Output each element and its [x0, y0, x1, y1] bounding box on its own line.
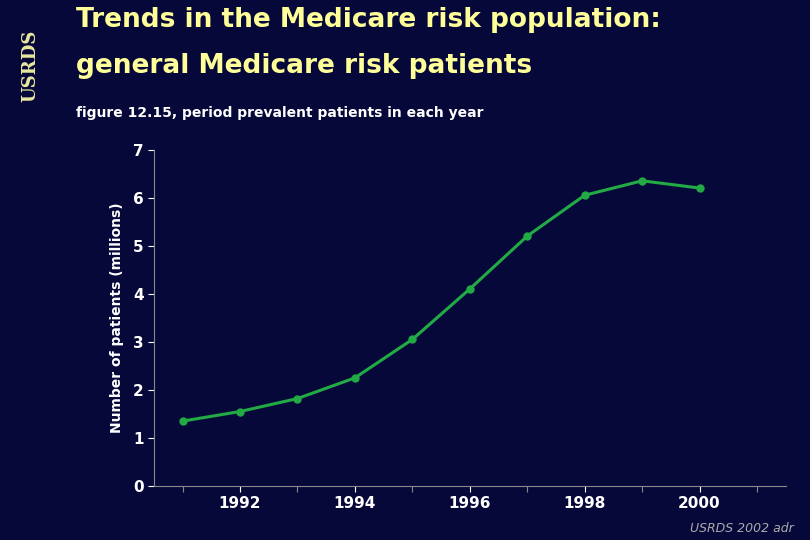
- Text: figure 12.15, period prevalent patients in each year: figure 12.15, period prevalent patients …: [76, 106, 484, 120]
- Text: Trends in the Medicare risk population:: Trends in the Medicare risk population:: [76, 6, 661, 32]
- Text: USRDS: USRDS: [21, 30, 40, 103]
- Text: USRDS 2002 adr: USRDS 2002 adr: [690, 522, 794, 535]
- Text: general Medicare risk patients: general Medicare risk patients: [76, 53, 532, 79]
- Y-axis label: Number of patients (millions): Number of patients (millions): [110, 202, 125, 433]
